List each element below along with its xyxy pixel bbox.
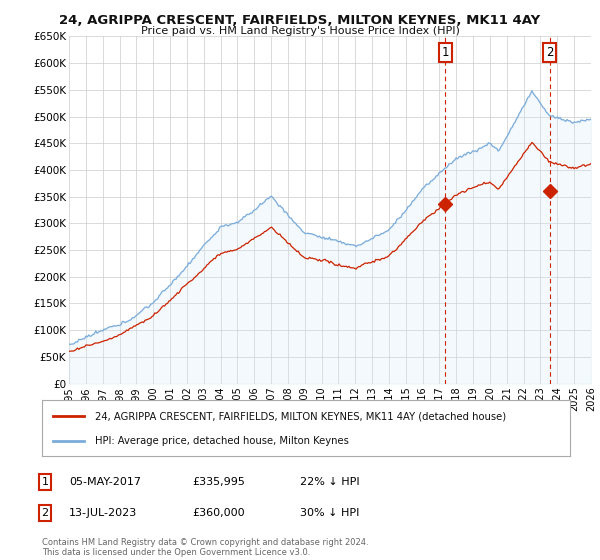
Text: 24, AGRIPPA CRESCENT, FAIRFIELDS, MILTON KEYNES, MK11 4AY: 24, AGRIPPA CRESCENT, FAIRFIELDS, MILTON… — [59, 14, 541, 27]
Text: 05-MAY-2017: 05-MAY-2017 — [69, 477, 141, 487]
Text: 24, AGRIPPA CRESCENT, FAIRFIELDS, MILTON KEYNES, MK11 4AY (detached house): 24, AGRIPPA CRESCENT, FAIRFIELDS, MILTON… — [95, 411, 506, 421]
Text: 1: 1 — [442, 46, 449, 59]
Text: 22% ↓ HPI: 22% ↓ HPI — [300, 477, 359, 487]
Text: 2: 2 — [546, 46, 553, 59]
Text: Price paid vs. HM Land Registry's House Price Index (HPI): Price paid vs. HM Land Registry's House … — [140, 26, 460, 36]
Text: 1: 1 — [41, 477, 49, 487]
Text: 2: 2 — [41, 508, 49, 518]
Text: £335,995: £335,995 — [192, 477, 245, 487]
Text: 13-JUL-2023: 13-JUL-2023 — [69, 508, 137, 518]
Text: HPI: Average price, detached house, Milton Keynes: HPI: Average price, detached house, Milt… — [95, 436, 349, 446]
Text: 30% ↓ HPI: 30% ↓ HPI — [300, 508, 359, 518]
Text: Contains HM Land Registry data © Crown copyright and database right 2024.
This d: Contains HM Land Registry data © Crown c… — [42, 538, 368, 557]
Text: £360,000: £360,000 — [192, 508, 245, 518]
